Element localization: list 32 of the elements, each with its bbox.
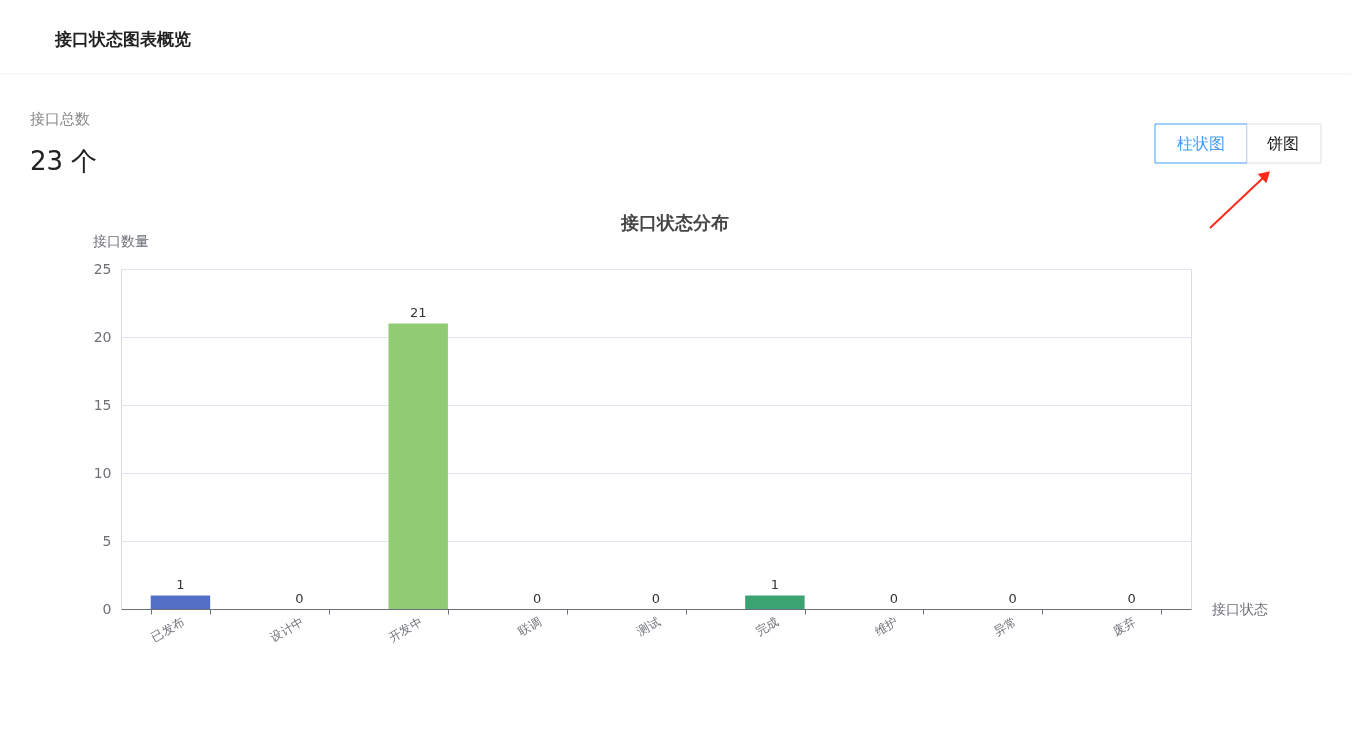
text: 饼图 — [1266, 134, 1299, 153]
y-tick-label: 15 — [93, 396, 112, 413]
y-tick-label: 10 — [93, 464, 112, 481]
text: 23 个 — [30, 146, 98, 176]
data-label: 0 — [1008, 591, 1017, 606]
data-label: 0 — [1127, 591, 1136, 606]
data-label: 0 — [295, 591, 304, 606]
x-tick-label: 设计中 — [267, 614, 306, 645]
data-label: 1 — [176, 577, 185, 593]
text: 接口总数 — [30, 110, 90, 128]
text: 柱状图 — [1177, 134, 1225, 153]
x-tick-label: 联调 — [515, 614, 544, 639]
y-tick-label: 5 — [102, 532, 112, 549]
y-tick-label: 25 — [93, 260, 112, 277]
data-label: 1 — [770, 577, 780, 593]
x-tick-label: 维护 — [872, 614, 901, 639]
x-tick-label: 废弃 — [1110, 614, 1139, 639]
y-axis-title: 接口数量 — [92, 232, 149, 249]
text: 接口状态图表概览 — [54, 29, 191, 49]
x-tick-label: 已发布 — [148, 614, 187, 645]
y-tick-label: 0 — [102, 600, 112, 617]
x-tick-label: 测试 — [634, 614, 663, 639]
data-label: 0 — [889, 591, 898, 606]
x-tick-label: 开发中 — [386, 614, 425, 645]
x-tick-label: 完成 — [753, 614, 782, 639]
data-label: 0 — [651, 591, 661, 606]
x-tick-label: 异常 — [991, 614, 1020, 639]
chart-title: 接口状态分布 — [620, 212, 729, 233]
x-axis-title: 接口状态 — [1211, 600, 1268, 617]
data-label: 0 — [532, 591, 542, 606]
data-label: 21 — [409, 305, 427, 321]
y-tick-label: 20 — [93, 328, 112, 345]
